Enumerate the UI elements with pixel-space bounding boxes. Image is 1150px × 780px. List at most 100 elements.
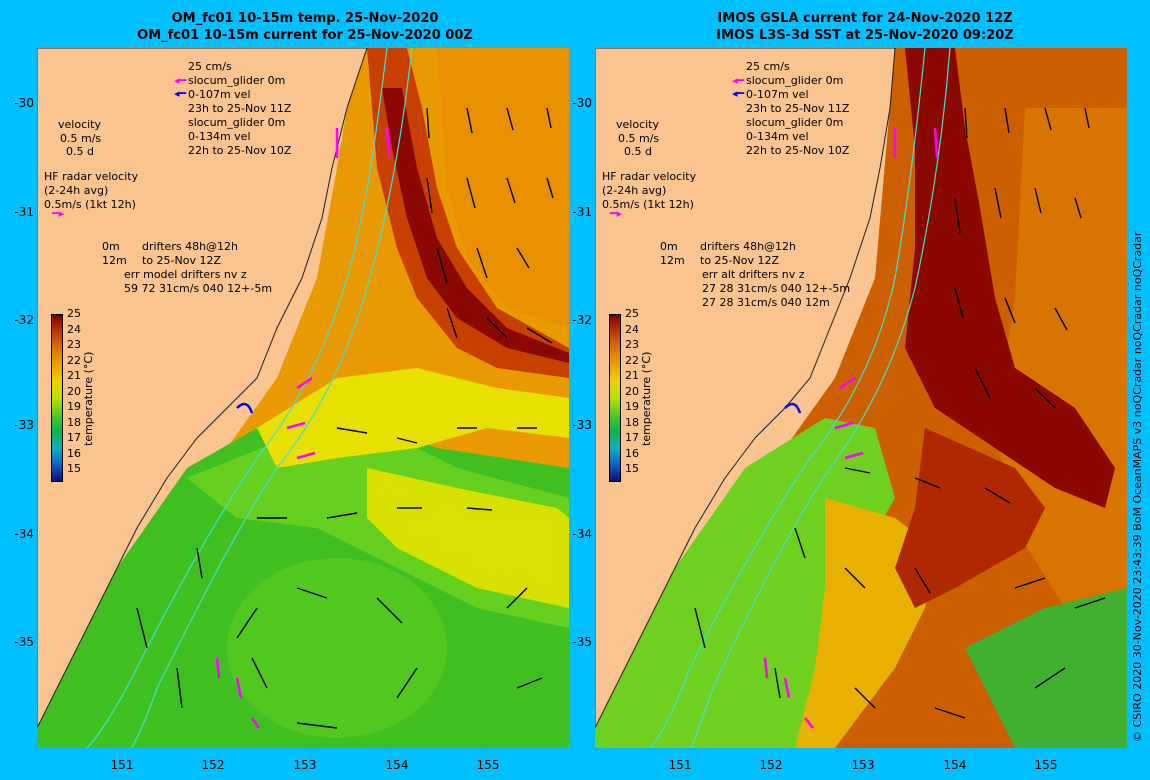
right-glider-tracks [784, 402, 802, 414]
right-velocity-scale: 0.5 m/s [618, 132, 660, 145]
left-lat-label-3: -33 [14, 418, 34, 432]
left-velocity-days: 0.5 d [66, 145, 94, 158]
colorbar-tick-label: 25 [625, 307, 639, 320]
left-lat-label-0: -30 [14, 96, 34, 110]
left-velocity-scale: 0.5 m/s [60, 132, 102, 145]
left-lon-label-4: 155 [476, 758, 500, 772]
right-lon-label-2: 153 [851, 758, 875, 772]
left-lon-label-1: 152 [201, 758, 225, 772]
left-glider1-vel: 0-107m vel [188, 88, 251, 101]
left-land [37, 48, 368, 729]
right-eac-core [905, 48, 1115, 508]
colorbar-tick-label: 23 [67, 338, 81, 351]
left-map [37, 48, 569, 748]
right-lat-label-5: -35 [572, 635, 592, 649]
left-err-line2: 59 72 31cm/s 040 12+-5m [124, 282, 273, 295]
colorbar-tick-label: 23 [625, 338, 639, 351]
right-ocean-green [595, 418, 895, 748]
colorbar-tick-label: 16 [67, 446, 81, 460]
right-land [595, 48, 896, 729]
right-velocity-label: velocity [616, 118, 659, 131]
left-ocean-yellow2 [367, 468, 569, 608]
right-map-title: IMOS GSLA current for 24-Nov-2020 12Z IM… [650, 10, 1080, 44]
colorbar-tick-label: 15 [625, 462, 639, 475]
right-drifter-depth1: 0m [660, 240, 678, 253]
left-eddy [227, 558, 447, 738]
right-title-line2: IMOS L3S-3d SST at 25-Nov-2020 09:20Z [716, 28, 1014, 43]
right-lat-label-0: -30 [572, 96, 592, 110]
right-hf-line2: (2-24h avg) [602, 184, 667, 197]
right-glider-arrow-icon: ◂━ [732, 87, 745, 100]
colorbar-tick-label: 17 [67, 431, 81, 444]
right-velocity-days: 0.5 d [624, 145, 652, 158]
right-hf-line1: HF radar velocity [602, 170, 697, 183]
left-lat-label-4: -34 [14, 527, 34, 541]
left-hf-line3: 0.5m/s (1kt 12h) [44, 198, 136, 211]
right-glider2-vel: 0-134m vel [746, 130, 809, 143]
right-glider2-label: slocum_glider 0m [746, 116, 844, 129]
left-err-line1: err model drifters nv z [124, 268, 247, 281]
right-isobath-2 [690, 48, 951, 748]
left-drifter-tracks [215, 127, 391, 729]
left-glider2-time: 22h to 25-Nov 10Z [188, 144, 292, 157]
left-lon-label-0: 151 [110, 758, 134, 772]
left-title-line1: OM_fc01 10-15m temp. 25-Nov-2020 [171, 11, 439, 26]
right-lon-label-1: 152 [759, 758, 783, 772]
right-lat-label-4: -34 [572, 527, 592, 541]
left-map-title: OM_fc01 10-15m temp. 25-Nov-2020 OM_fc01… [90, 10, 520, 44]
left-lat-label-2: -32 [14, 313, 34, 327]
right-colorbar [609, 314, 621, 482]
right-isobath-1 [649, 48, 926, 748]
left-velocity-label: velocity [58, 118, 101, 131]
left-colorbar [51, 314, 63, 482]
left-hf-arrow-icon: ━▸ [52, 207, 65, 220]
right-drifter-text2: to 25-Nov 12Z [700, 254, 780, 267]
left-glider-tracks [236, 402, 254, 414]
left-glider2-label: slocum_glider 0m [188, 116, 286, 129]
left-drifter-arrow-icon: ◂━ [174, 74, 187, 87]
colorbar-tick-label: 22 [67, 353, 81, 367]
colorbar-tick-label: 24 [625, 322, 639, 336]
left-eac-core [367, 48, 569, 378]
right-lon-label-0: 151 [668, 758, 692, 772]
left-glider-arrow-icon: ◂━ [174, 87, 187, 100]
colorbar-tick-label: 22 [625, 353, 639, 367]
colorbar-tick-label: 15 [67, 462, 81, 475]
left-drifter-depth2: 12m [102, 254, 127, 267]
right-glider2-time: 22h to 25-Nov 10Z [746, 144, 850, 157]
left-glider2-vel: 0-134m vel [188, 130, 251, 143]
right-colorbar-title: temperature (°C) [640, 351, 653, 446]
left-lat-label-5: -35 [14, 635, 34, 649]
left-lon-label-2: 153 [293, 758, 317, 772]
left-legend: 25 cm/s ◂━ slocum_glider 0m ◂━ 0-107m ve… [44, 60, 318, 300]
colorbar-tick-label: 21 [67, 369, 81, 382]
left-ocean-orange-east [437, 48, 569, 328]
right-lat-label-2: -32 [572, 313, 592, 327]
right-drifter-arrow-icon: ◂━ [732, 74, 745, 87]
right-drifter-tracks [763, 127, 939, 729]
right-velocity-arrows [694, 107, 1106, 719]
right-legend: 25 cm/s ◂━ slocum_glider 0m ◂━ 0-107m ve… [602, 60, 876, 314]
right-current-scale: 25 cm/s [746, 60, 790, 73]
left-current-scale: 25 cm/s [188, 60, 232, 73]
colorbar-tick-label: 17 [625, 431, 639, 444]
colorbar-tick-label: 20 [625, 384, 639, 398]
colorbar-tick-label: 19 [67, 400, 81, 413]
colorbar-tick-label: 24 [67, 322, 81, 336]
colorbar-tick-label: 21 [625, 369, 639, 382]
right-hf-line3: 0.5m/s (1kt 12h) [602, 198, 694, 211]
left-velocity-arrows [136, 107, 554, 729]
left-drifter-text1: drifters 48h@12h [142, 240, 239, 253]
left-glider1-time: 23h to 25-Nov 11Z [188, 102, 292, 115]
left-isobath-1 [86, 48, 388, 748]
left-glider1-label: slocum_glider 0m [188, 74, 286, 87]
right-map-canvas [595, 48, 1127, 748]
right-glider1-vel: 0-107m vel [746, 88, 809, 101]
left-lon-label-3: 154 [385, 758, 409, 772]
right-ocean-green-east [965, 588, 1127, 748]
side-credit: © CSIRO 2020 30-Nov-2020 23:43:39 BoM Oc… [1131, 231, 1144, 742]
right-title-line1: IMOS GSLA current for 24-Nov-2020 12Z [717, 11, 1013, 26]
right-lat-label-3: -33 [572, 418, 592, 432]
colorbar-tick-label: 20 [67, 384, 81, 398]
left-hf-line1: HF radar velocity [44, 170, 139, 183]
